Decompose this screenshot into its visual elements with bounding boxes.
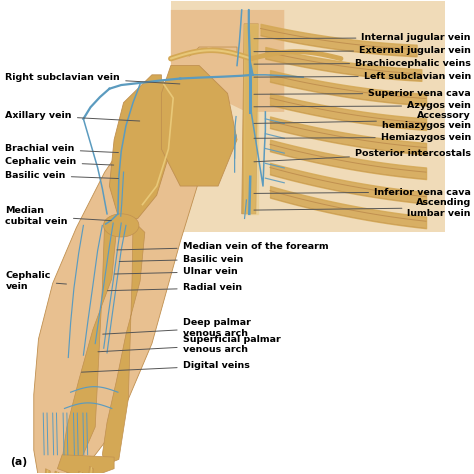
Polygon shape: [109, 75, 175, 219]
Text: Accessory
hemiazygos vein: Accessory hemiazygos vein: [254, 110, 471, 130]
Text: (a): (a): [10, 457, 27, 467]
Polygon shape: [57, 455, 114, 474]
Text: Hemiazygos vein: Hemiazygos vein: [254, 133, 471, 142]
Polygon shape: [34, 47, 237, 474]
Polygon shape: [171, 47, 284, 112]
Text: Median
cubital vein: Median cubital vein: [5, 207, 111, 226]
Text: Ascending
lumbar vein: Ascending lumbar vein: [254, 198, 471, 218]
Text: Inferior vena cava: Inferior vena cava: [254, 188, 471, 197]
Text: External jugular vein: External jugular vein: [254, 46, 471, 55]
Text: Right subclavian vein: Right subclavian vein: [5, 73, 180, 84]
Polygon shape: [62, 221, 117, 464]
Polygon shape: [161, 65, 237, 186]
Text: Brachial vein: Brachial vein: [5, 145, 118, 154]
Polygon shape: [64, 473, 72, 474]
Text: Deep palmar
venous arch: Deep palmar venous arch: [103, 318, 251, 337]
FancyBboxPatch shape: [171, 0, 445, 232]
Text: Posterior intercostals: Posterior intercostals: [254, 149, 471, 162]
Polygon shape: [171, 10, 284, 75]
Polygon shape: [87, 466, 93, 474]
Text: Cephalic vein: Cephalic vein: [5, 157, 114, 166]
Text: Basilic vein: Basilic vein: [5, 171, 118, 180]
Polygon shape: [242, 24, 258, 214]
Polygon shape: [75, 471, 83, 474]
Ellipse shape: [103, 214, 139, 237]
Text: Axillary vein: Axillary vein: [5, 111, 140, 121]
Text: Brachiocephalic veins: Brachiocephalic veins: [254, 59, 471, 68]
Text: Azygos vein: Azygos vein: [254, 101, 471, 110]
Text: Superior vena cava: Superior vena cava: [254, 89, 471, 98]
Text: Basilic vein: Basilic vein: [119, 255, 243, 264]
Text: Median vein of the forearm: Median vein of the forearm: [117, 242, 328, 251]
Polygon shape: [102, 221, 145, 464]
Text: Cephalic
vein: Cephalic vein: [5, 271, 66, 291]
Text: Digital veins: Digital veins: [82, 361, 249, 372]
Text: Ulnar vein: Ulnar vein: [115, 267, 237, 276]
Polygon shape: [42, 469, 50, 474]
Text: Superficial palmar
venous arch: Superficial palmar venous arch: [98, 335, 281, 354]
Text: Left subclavian vein: Left subclavian vein: [254, 72, 471, 81]
Text: Internal jugular vein: Internal jugular vein: [254, 33, 471, 42]
Polygon shape: [52, 471, 60, 474]
Text: Radial vein: Radial vein: [108, 283, 242, 292]
